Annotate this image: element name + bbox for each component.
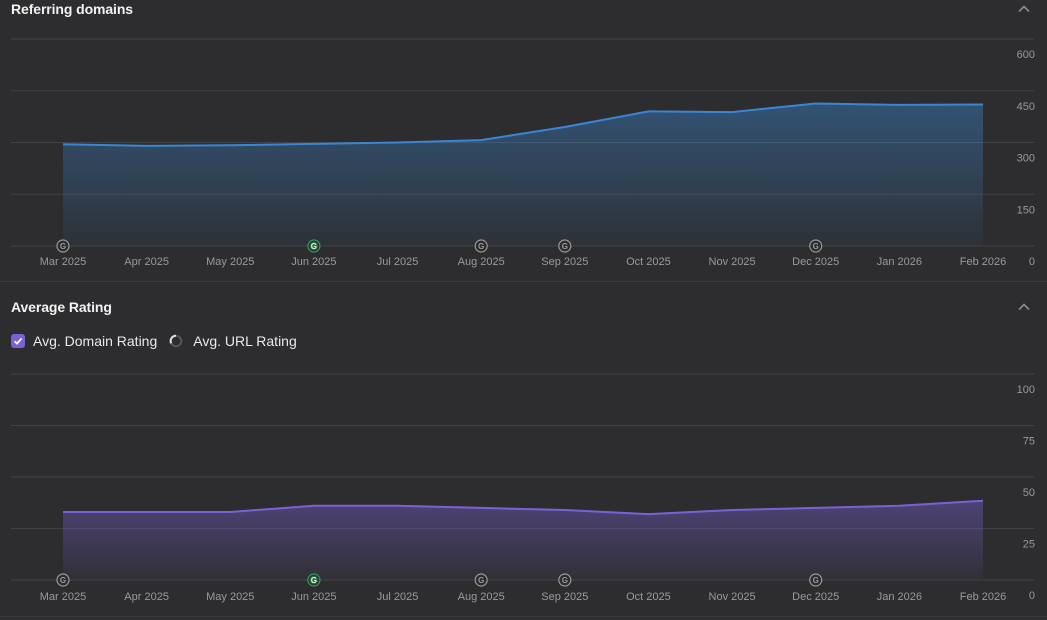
google-update-marker-icon[interactable]: G (558, 239, 572, 253)
google-update-marker-icon[interactable]: G (809, 573, 823, 587)
google-update-marker-icon[interactable]: G (558, 573, 572, 587)
x-tick-label: Jul 2025 (377, 256, 419, 268)
svg-text:G: G (813, 576, 819, 585)
x-tick-label: Mar 2025 (40, 591, 86, 603)
referring-domains-title: Referring domains (11, 1, 133, 17)
average-rating-chart: 0 25 50 75 100 Mar 2025 Apr 2025 May 2025 Jun 20… (11, 373, 1035, 603)
data-point[interactable] (897, 103, 901, 107)
y-tick-label: 450 (1017, 101, 1035, 113)
svg-text:G: G (813, 242, 819, 251)
svg-text:G: G (478, 576, 484, 585)
x-tick-label: Aug 2025 (458, 591, 505, 603)
x-tick-label: Oct 2025 (626, 256, 671, 268)
svg-text:G: G (478, 242, 484, 251)
loading-spinner-icon (169, 334, 183, 348)
series-line (63, 499, 984, 516)
y-tick-label: 0 (1029, 256, 1035, 268)
x-tick-label: Jan 2026 (877, 256, 922, 268)
data-point[interactable] (563, 125, 567, 129)
data-point[interactable] (897, 504, 901, 508)
google-update-marker-icon[interactable]: G (474, 239, 488, 253)
x-tick-label: Jun 2025 (291, 591, 336, 603)
data-point[interactable] (981, 499, 985, 503)
data-point[interactable] (228, 143, 232, 147)
data-point[interactable] (814, 102, 818, 106)
y-tick-label: 150 (1017, 204, 1035, 216)
data-point[interactable] (228, 510, 232, 514)
x-tick-label: Nov 2025 (709, 591, 756, 603)
legend-item-domain-rating[interactable]: Avg. Domain Rating (11, 333, 157, 349)
average-rating-title: Average Rating (11, 299, 112, 315)
y-tick-label: 300 (1017, 153, 1035, 165)
y-tick-label: 100 (1017, 384, 1035, 396)
data-point[interactable] (479, 138, 483, 142)
series-line (62, 102, 984, 147)
x-tick-label: Apr 2025 (124, 256, 169, 268)
legend-label-domain-rating: Avg. Domain Rating (33, 333, 158, 349)
data-point[interactable] (730, 110, 734, 114)
series-area (63, 103, 983, 246)
svg-text:G: G (60, 242, 66, 251)
y-tick-label: 600 (1017, 49, 1035, 61)
google-update-marker-icon[interactable]: G (56, 573, 70, 587)
checkbox-checked-icon[interactable] (11, 334, 25, 348)
google-update-marker-icon[interactable]: G (56, 239, 70, 253)
x-tick-label: Jan 2026 (877, 591, 922, 603)
legend-item-url-rating[interactable]: Avg. URL Rating (169, 333, 297, 349)
x-tick-label: Dec 2025 (792, 256, 839, 268)
collapse-chevron-icon[interactable] (1017, 2, 1031, 16)
svg-text:G: G (311, 576, 317, 585)
x-tick-label: Jul 2025 (377, 591, 419, 603)
data-point[interactable] (145, 510, 149, 514)
legend-label-url-rating: Avg. URL Rating (193, 333, 297, 349)
y-tick-label: 0 (1029, 590, 1035, 602)
x-tick-label: Oct 2025 (626, 591, 671, 603)
x-tick-label: Jun 2025 (291, 256, 336, 268)
google-update-marker-icon[interactable]: G (809, 239, 823, 253)
google-update-marker-icon[interactable]: G (307, 573, 321, 587)
x-tick-label: May 2025 (206, 256, 254, 268)
svg-text:G: G (60, 576, 66, 585)
x-tick-label: Feb 2026 (960, 256, 1006, 268)
x-tick-label: Dec 2025 (792, 591, 839, 603)
svg-text:G: G (311, 242, 317, 251)
data-point[interactable] (814, 506, 818, 510)
rating-legend: Avg. Domain Rating Avg. URL Rating (11, 333, 309, 349)
data-point[interactable] (730, 508, 734, 512)
google-update-marker-icon[interactable]: G (307, 239, 321, 253)
y-tick-label: 25 (1023, 539, 1035, 551)
x-tick-label: Nov 2025 (709, 256, 756, 268)
data-point[interactable] (646, 109, 650, 113)
x-tick-label: Apr 2025 (124, 591, 169, 603)
data-point[interactable] (563, 508, 567, 512)
data-point[interactable] (312, 142, 316, 146)
referring-domains-chart: 0 150 300 450 600 Mar 2025 Apr 2025 May 2025 Jun… (11, 38, 1035, 268)
data-point[interactable] (981, 103, 985, 107)
x-tick-label: Mar 2025 (40, 256, 86, 268)
svg-text:G: G (562, 576, 568, 585)
data-point[interactable] (396, 141, 400, 145)
svg-text:G: G (562, 242, 568, 251)
x-tick-label: Sep 2025 (541, 256, 588, 268)
panel-divider (0, 616, 1047, 617)
x-tick-label: Sep 2025 (541, 591, 588, 603)
data-point[interactable] (479, 506, 483, 510)
y-tick-label: 75 (1023, 436, 1035, 448)
data-point[interactable] (145, 144, 149, 148)
data-point[interactable] (61, 510, 65, 514)
y-tick-label: 50 (1023, 487, 1035, 499)
google-update-marker-icon[interactable]: G (474, 573, 488, 587)
data-point[interactable] (312, 504, 316, 508)
data-point[interactable] (396, 504, 400, 508)
panel-divider (0, 281, 1047, 282)
collapse-chevron-icon[interactable] (1017, 300, 1031, 314)
x-tick-label: Aug 2025 (458, 256, 505, 268)
average-rating-panel: Average Rating Avg. Domain Rating Avg. U… (0, 282, 1047, 620)
referring-domains-panel: Referring domains 0 150 300 450 600 Mar 2025 A… (0, 0, 1047, 281)
data-point[interactable] (61, 142, 65, 146)
x-tick-label: May 2025 (206, 591, 254, 603)
x-tick-label: Feb 2026 (960, 591, 1006, 603)
series-area (63, 500, 983, 580)
data-point[interactable] (646, 512, 650, 516)
